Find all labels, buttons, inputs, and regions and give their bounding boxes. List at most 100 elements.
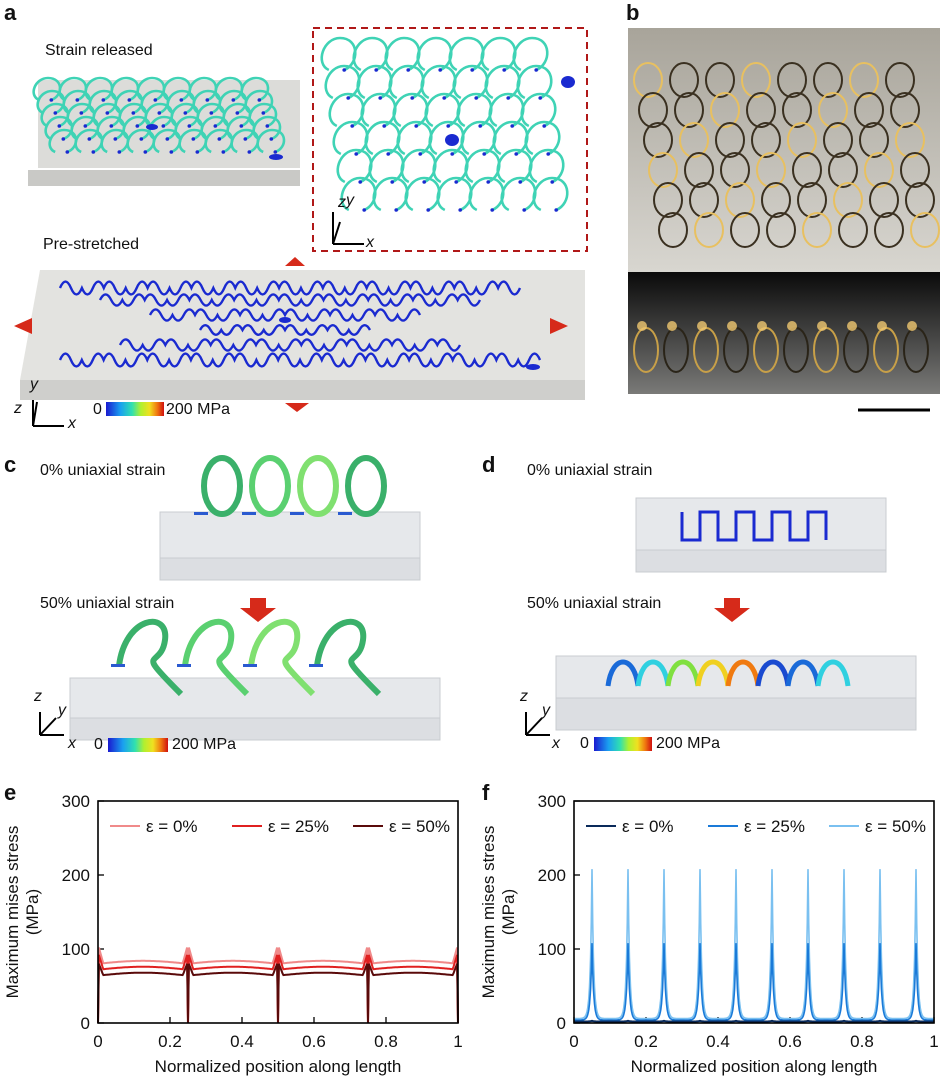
d-top-block-top [635, 497, 887, 551]
legend-label: ε = 0% [146, 817, 198, 836]
zoom-helix-anchor [350, 124, 355, 128]
photo-coil [730, 212, 760, 248]
legend-label: ε = 50% [865, 817, 926, 836]
a-axis-label-z: z [14, 400, 22, 417]
released-end-pad [269, 154, 283, 160]
photo-highlight [847, 321, 857, 331]
zoom-helix-anchor [414, 124, 419, 128]
zoom-helix [352, 36, 389, 72]
photo-coil [746, 92, 776, 128]
zoom-helix [492, 120, 529, 156]
zoom-helix [464, 148, 501, 184]
arrow-up [285, 257, 305, 266]
released-helix-anchor [273, 150, 278, 154]
released-helix-anchor [109, 124, 114, 128]
series-line [574, 943, 934, 1021]
released-helix-anchor [83, 124, 88, 128]
released-helix-anchor [101, 98, 106, 102]
released-helix-anchor [165, 137, 170, 141]
d-colorbar-min: 0 [580, 735, 589, 752]
x-tick-label: 0.2 [158, 1032, 182, 1051]
zoom-helix-anchor [390, 180, 395, 184]
d-bottom-wave [605, 659, 641, 687]
y-tick-label: 300 [62, 792, 90, 811]
zoom-helix-anchor [550, 180, 554, 184]
zoom-helix-anchor [510, 124, 514, 128]
c-bottom-bond [111, 664, 125, 667]
zoom-helix-anchor [362, 208, 367, 212]
panel-label-d: d [482, 452, 496, 477]
zoom-helix-anchor [426, 208, 431, 212]
zoom-helix-anchor [450, 152, 455, 156]
released-helix-anchor [261, 111, 266, 115]
c-bottom-label: 50% uniaxial strain [40, 595, 175, 612]
zoom-helix [388, 64, 425, 100]
c-top-bond [194, 512, 208, 515]
zoom-helix [328, 92, 365, 128]
y-axis-label: Maximum mises stress [3, 826, 22, 999]
zoom-helix-array [320, 36, 575, 212]
c-top-coil [201, 455, 243, 517]
zoom-box [312, 27, 588, 252]
photo-coil [895, 122, 925, 158]
x-tick-label: 0 [569, 1032, 578, 1051]
photo-highlight [787, 321, 797, 331]
photo-coil [684, 152, 714, 188]
d-axis-label-x: x [552, 735, 560, 752]
photo-coil [674, 92, 704, 128]
photo-coil [854, 92, 884, 128]
released-helix-anchor [127, 98, 132, 102]
a-axis-y [32, 401, 38, 427]
prestretched-substrate [20, 270, 585, 380]
c-bottom-bond [243, 664, 257, 667]
released-helix-anchor [157, 111, 162, 115]
x-tick-label: 0.8 [374, 1032, 398, 1051]
zoom-helix [416, 36, 453, 72]
zoom-helix-anchor [458, 208, 463, 212]
photo-coil [885, 62, 915, 98]
photo-coil [905, 182, 935, 218]
photo-highlight [637, 321, 647, 331]
series-line [97, 963, 459, 1024]
c-top-bond [290, 512, 304, 515]
released-helix-anchor [57, 124, 62, 128]
d-bottom-label: 50% uniaxial strain [527, 595, 662, 612]
c-colorbar-min: 0 [94, 736, 103, 753]
photo-coil [633, 62, 663, 98]
d-top-serpentine [680, 510, 828, 542]
d-top-label: 0% uniaxial strain [527, 462, 653, 479]
zoom-helix [460, 120, 497, 156]
zoom-helix [484, 64, 521, 100]
y-axis-label-unit: (MPa) [499, 889, 518, 935]
zoom-helix-anchor [378, 96, 383, 100]
zoom-helix [432, 148, 469, 184]
zoom-helix [480, 36, 517, 72]
zoom-helix [400, 148, 437, 184]
x-tick-label: 0 [93, 1032, 102, 1051]
x-tick-label: 1 [929, 1032, 938, 1051]
zoom-end-pad [561, 76, 575, 88]
released-helix-anchor [75, 98, 80, 102]
photo-coil [725, 182, 755, 218]
zoom-helix-anchor [486, 180, 491, 184]
photo-coil [658, 212, 688, 248]
y-tick-label: 200 [62, 866, 90, 885]
x-tick-label: 0.6 [302, 1032, 326, 1051]
photo-coil [823, 122, 853, 158]
c-top-block-side [159, 557, 421, 581]
d-colorbar [594, 737, 652, 751]
panel-label-e: e [4, 780, 17, 805]
zoom-helix-anchor [478, 124, 483, 128]
a-colorbar-max: 200 MPa [166, 401, 231, 418]
d-bottom-wave [785, 659, 821, 687]
photo-coils [633, 62, 940, 373]
zoom-helix-anchor [490, 208, 495, 212]
x-tick-label: 0.8 [850, 1032, 874, 1051]
c-top-coil [297, 455, 339, 517]
zoom-helix [436, 176, 473, 212]
x-tick-label: 0.4 [706, 1032, 730, 1051]
c-bottom-block-top [69, 677, 441, 719]
c-down-arrow [240, 598, 276, 622]
photo-coil [838, 212, 868, 248]
released-helix-anchor [195, 150, 200, 154]
